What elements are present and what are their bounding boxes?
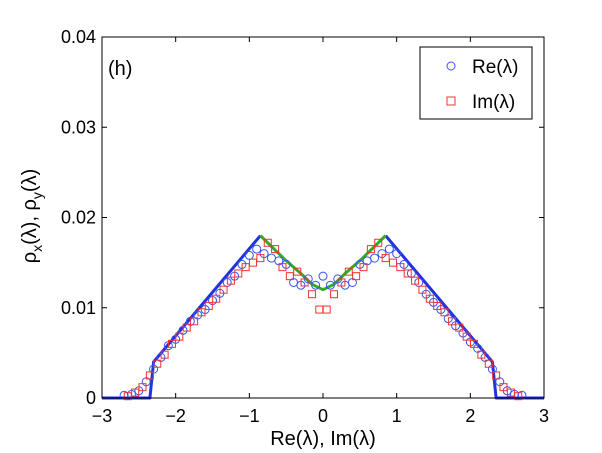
im-point <box>433 301 442 310</box>
im-point <box>352 272 361 281</box>
im-point <box>249 258 258 267</box>
im-point <box>403 269 412 278</box>
im-point <box>344 267 353 276</box>
im-point <box>484 359 493 368</box>
im-point <box>293 267 302 276</box>
im-point <box>425 294 434 303</box>
legend-label-im: Im(λ) <box>472 92 515 113</box>
im-point <box>330 290 339 299</box>
im-point <box>492 371 501 380</box>
im-point <box>212 294 221 303</box>
im-point <box>359 263 368 272</box>
im-point <box>440 308 449 317</box>
im-point <box>278 263 287 272</box>
x-tick-label: −1 <box>239 406 260 426</box>
im-point <box>447 317 456 326</box>
im-point <box>396 263 405 272</box>
im-point <box>381 254 390 263</box>
re-point <box>311 280 321 290</box>
y-axis-label: ρx(λ), ρy(λ) <box>19 169 45 264</box>
legend-marker-re <box>446 61 456 71</box>
im-point <box>470 339 479 348</box>
axis-ticks: −3 −2 −1 0 1 2 3 0 0.01 0.02 0.03 0.04 <box>61 27 549 426</box>
im-point <box>204 301 213 310</box>
im-point <box>366 245 375 254</box>
im-point <box>285 272 294 281</box>
re-point <box>318 271 328 281</box>
im-point <box>160 350 169 359</box>
x-tick-label: −2 <box>165 406 186 426</box>
y-tick-label: 0.03 <box>61 117 96 137</box>
x-axis-label: Re(λ), Im(λ) <box>270 428 376 450</box>
im-point <box>138 383 147 392</box>
inner-theory-line <box>259 234 387 292</box>
im-point <box>455 323 464 332</box>
im-point <box>219 285 228 294</box>
im-point <box>374 238 383 247</box>
im-point <box>175 332 184 341</box>
x-tick-label: 1 <box>392 406 402 426</box>
y-tick-label: 0 <box>86 388 96 408</box>
im-point <box>418 285 427 294</box>
im-point <box>514 392 523 401</box>
im-point <box>153 359 162 368</box>
re-point <box>252 244 262 254</box>
im-point <box>337 278 346 287</box>
im-point <box>226 276 235 285</box>
legend-marker-im <box>446 96 456 106</box>
x-tick-label: 3 <box>539 406 549 426</box>
im-point <box>167 339 176 348</box>
legend: Re(λ) Im(λ) <box>419 46 533 120</box>
x-tick-label: 2 <box>465 406 475 426</box>
im-point <box>256 254 265 263</box>
im-point <box>462 332 471 341</box>
im-point <box>197 308 206 317</box>
im-point <box>190 317 199 326</box>
im-point <box>307 290 316 299</box>
y-tick-label: 0.04 <box>61 27 96 47</box>
re-point <box>325 280 335 290</box>
data-markers <box>119 238 527 401</box>
im-point <box>241 263 250 272</box>
im-point <box>271 245 280 254</box>
im-point <box>300 278 309 287</box>
im-point <box>182 323 191 332</box>
x-tick-label: −3 <box>92 406 113 426</box>
im-point <box>388 258 397 267</box>
im-point <box>499 383 508 392</box>
im-point <box>477 350 486 359</box>
legend-box <box>419 46 533 120</box>
im-point <box>234 269 243 278</box>
legend-label-re: Re(λ) <box>472 57 518 78</box>
panel-label: (h) <box>108 58 132 80</box>
im-point <box>411 276 420 285</box>
im-point <box>131 388 140 397</box>
y-tick-label: 0.01 <box>61 298 96 318</box>
im-point <box>263 238 272 247</box>
im-point <box>145 371 154 380</box>
im-point <box>322 305 331 314</box>
re-point <box>384 244 394 254</box>
y-tick-label: 0.02 <box>61 208 96 228</box>
re-point <box>370 253 380 263</box>
x-tick-label: 0 <box>318 406 328 426</box>
re-point <box>392 249 402 259</box>
